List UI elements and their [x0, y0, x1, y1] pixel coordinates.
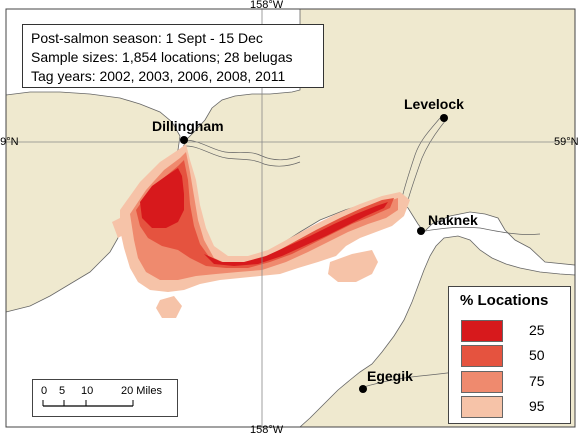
density-95-patch-b — [156, 296, 182, 318]
info-season: Post-salmon season: 1 Sept - 15 Dec — [31, 30, 263, 46]
scale-bar-graphic — [42, 400, 134, 407]
scale-label-10: 10 — [81, 385, 94, 397]
lat-label-right: 59°N — [554, 136, 579, 148]
levelock-label: Levelock — [404, 96, 464, 112]
density-25-core — [140, 168, 184, 228]
density-95-patch-c — [112, 216, 128, 238]
legend-label-50: 50 — [529, 347, 545, 363]
river-kvichak — [401, 117, 441, 199]
scale-label-5: 5 — [59, 385, 66, 397]
scale-label-20-miles: 20 Miles — [121, 385, 162, 397]
river-naknek — [419, 226, 541, 235]
naknek-label: Naknek — [428, 212, 478, 228]
river-group — [183, 117, 541, 389]
legend-swatch-95 — [461, 396, 503, 418]
legend-label-25: 25 — [529, 322, 545, 338]
legend: % Locations 25 50 75 95 — [448, 286, 571, 424]
lon-label-bottom: 158°W — [250, 424, 284, 436]
lat-label-left: 59°N — [0, 136, 19, 148]
map-frame — [5, 8, 576, 428]
egegik-marker — [359, 385, 367, 393]
info-sample-sizes: Sample sizes: 1,854 locations; 28 beluga… — [31, 49, 293, 65]
legend-swatch-75 — [461, 371, 503, 393]
legend-swatch-25 — [461, 320, 503, 342]
river-nushagak — [183, 139, 301, 161]
legend-swatch-50 — [461, 345, 503, 367]
density-95-patch-a — [328, 250, 378, 282]
scale-label-0: 0 — [41, 385, 48, 397]
density-50-main — [136, 160, 394, 268]
dillingham-marker — [180, 136, 188, 144]
scale-bar: 0 5 10 20 Miles — [32, 379, 178, 417]
town-markers — [180, 114, 448, 393]
naknek-marker — [417, 227, 425, 235]
dillingham-label: Dillingham — [152, 118, 224, 134]
density-50 — [136, 160, 394, 268]
river-kvichak-bank — [407, 119, 447, 201]
density-25 — [140, 168, 388, 266]
info-tag-years: Tag years: 2002, 2003, 2006, 2008, 2011 — [31, 68, 286, 84]
lon-label-top: 158°W — [250, 0, 284, 11]
levelock-marker — [440, 114, 448, 122]
legend-label-75: 75 — [529, 373, 545, 389]
legend-label-95: 95 — [529, 398, 545, 414]
info-box: Post-salmon season: 1 Sept - 15 Dec Samp… — [22, 24, 324, 88]
river-nushagak-bank — [185, 145, 301, 167]
legend-title: % Locations — [460, 292, 549, 309]
egegik-label: Egegik — [367, 368, 413, 384]
